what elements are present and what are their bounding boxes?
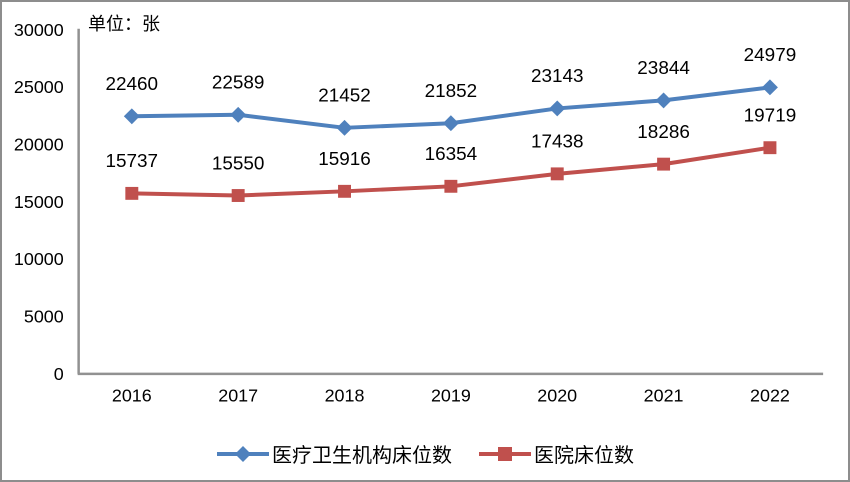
x-axis-tick-label: 2019 [431, 386, 471, 406]
data-point-marker [336, 119, 353, 136]
legend-label-institution-beds: 医疗卫生机构床位数 [272, 445, 452, 467]
data-point-marker [444, 179, 458, 193]
data-label: 17438 [531, 131, 584, 152]
data-label: 21452 [318, 85, 371, 106]
x-axis-tick-label: 2022 [750, 386, 790, 406]
data-point-marker [655, 92, 672, 109]
data-label: 24979 [744, 44, 797, 65]
legend-item-institution-beds: 医疗卫生机构床位数 [216, 439, 452, 468]
data-label: 15737 [106, 150, 159, 171]
data-point-marker [442, 115, 459, 132]
y-axis-tick-label: 5000 [24, 307, 64, 327]
data-point-marker [550, 167, 564, 181]
data-label: 22460 [106, 73, 159, 94]
data-point-marker [763, 141, 777, 155]
data-point-marker [549, 100, 566, 117]
y-axis-tick-label: 15000 [14, 192, 64, 212]
data-point-marker [657, 157, 671, 171]
data-point-marker [230, 106, 247, 123]
data-point-marker [123, 108, 140, 125]
data-label: 16354 [425, 143, 478, 164]
data-label: 15916 [318, 148, 371, 169]
y-axis-tick-label: 10000 [14, 249, 64, 269]
legend-label-hospital-beds: 医院床位数 [534, 445, 634, 467]
data-point-marker [338, 184, 351, 198]
data-label: 22589 [212, 72, 265, 93]
x-axis-tick-label: 2018 [325, 386, 365, 406]
y-axis-tick-label: 30000 [14, 20, 64, 40]
data-label: 15550 [212, 152, 265, 173]
data-label: 21852 [425, 80, 478, 101]
x-axis-tick-label: 2016 [112, 386, 152, 406]
data-point-marker [231, 189, 245, 202]
y-axis-tick-label: 20000 [14, 134, 64, 154]
data-label: 23844 [637, 57, 690, 78]
diamond-legend-marker-icon [217, 445, 269, 462]
y-axis-tick-label: 25000 [14, 77, 64, 97]
legend: 医疗卫生机构床位数 医院床位数 [2, 439, 848, 468]
unit-label: 单位：张 [88, 14, 160, 34]
data-label: 18286 [637, 121, 690, 142]
square-legend-marker-icon [479, 446, 531, 461]
data-point-marker [125, 186, 139, 200]
data-label: 19719 [744, 104, 797, 125]
data-label: 23143 [531, 65, 584, 86]
legend-item-hospital-beds: 医院床位数 [478, 439, 634, 468]
x-axis-tick-label: 2020 [537, 386, 577, 406]
data-point-marker [761, 79, 778, 96]
x-axis-tick-label: 2021 [644, 386, 684, 406]
y-axis-tick-label: 0 [54, 364, 64, 384]
x-axis-tick-label: 2017 [218, 386, 258, 406]
